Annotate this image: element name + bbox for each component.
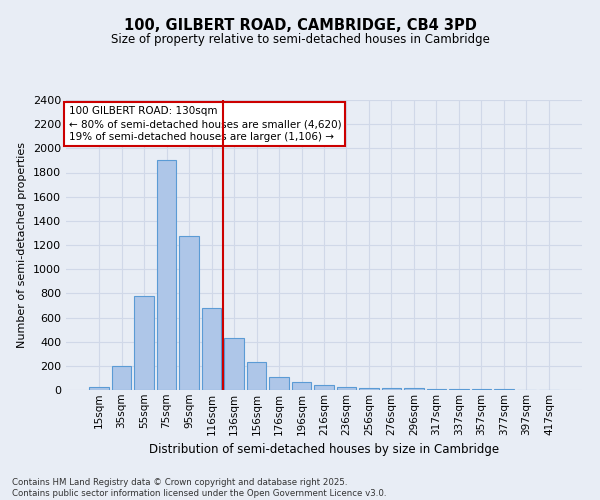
Bar <box>202 308 221 390</box>
Bar <box>224 338 244 390</box>
X-axis label: Distribution of semi-detached houses by size in Cambridge: Distribution of semi-detached houses by … <box>149 443 499 456</box>
Bar <box>134 296 154 390</box>
Y-axis label: Number of semi-detached properties: Number of semi-detached properties <box>17 142 28 348</box>
Bar <box>89 387 109 390</box>
Text: 100, GILBERT ROAD, CAMBRIDGE, CB4 3PD: 100, GILBERT ROAD, CAMBRIDGE, CB4 3PD <box>124 18 476 32</box>
Bar <box>382 388 401 390</box>
Text: Size of property relative to semi-detached houses in Cambridge: Size of property relative to semi-detach… <box>110 32 490 46</box>
Bar <box>292 382 311 390</box>
Bar <box>337 387 356 390</box>
Bar <box>112 366 131 390</box>
Bar <box>269 376 289 390</box>
Bar <box>404 388 424 390</box>
Text: Contains HM Land Registry data © Crown copyright and database right 2025.
Contai: Contains HM Land Registry data © Crown c… <box>12 478 386 498</box>
Bar <box>427 389 446 390</box>
Text: 100 GILBERT ROAD: 130sqm
← 80% of semi-detached houses are smaller (4,620)
19% o: 100 GILBERT ROAD: 130sqm ← 80% of semi-d… <box>68 106 341 142</box>
Bar <box>314 384 334 390</box>
Bar <box>179 236 199 390</box>
Bar <box>247 362 266 390</box>
Bar <box>359 388 379 390</box>
Bar <box>157 160 176 390</box>
